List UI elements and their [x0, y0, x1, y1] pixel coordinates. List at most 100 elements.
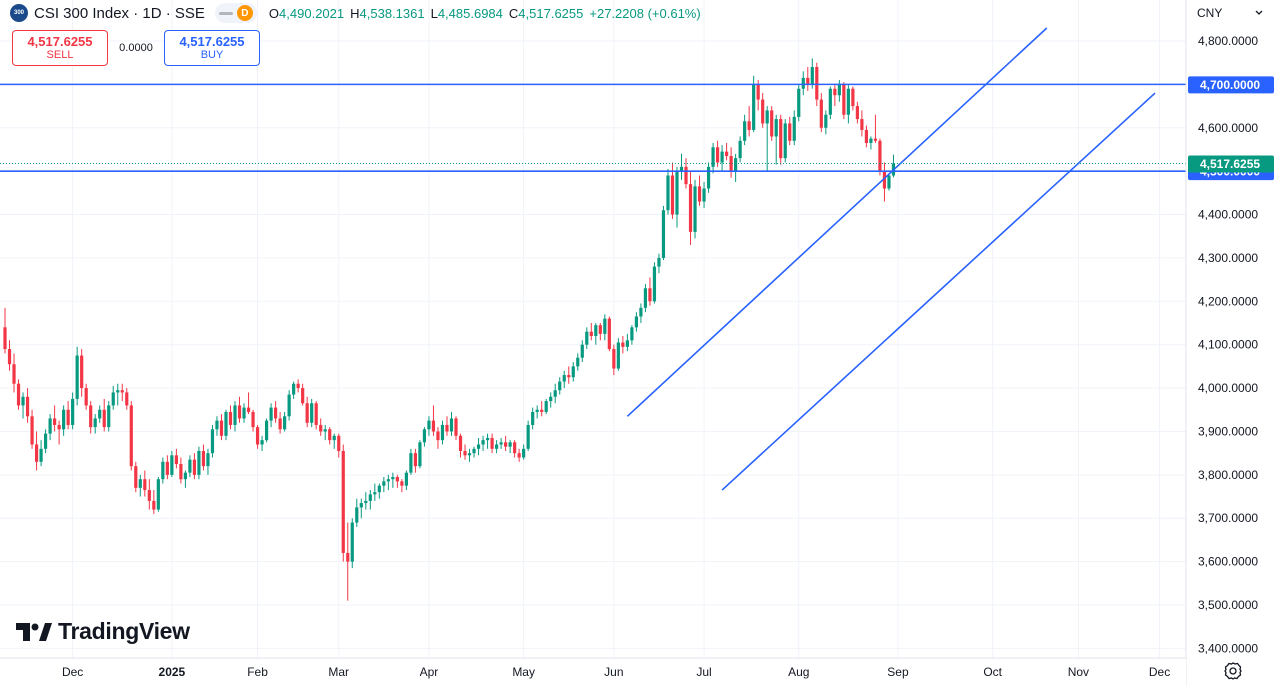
candle-body [111, 392, 115, 406]
candle-body [878, 140, 882, 172]
candle-body [242, 407, 246, 419]
interval-pill[interactable]: D [214, 3, 257, 23]
candle [147, 479, 151, 510]
candle-body [603, 318, 607, 334]
buy-button[interactable]: 4,517.6255 BUY [164, 30, 260, 66]
candle [12, 353, 16, 393]
candle [391, 472, 395, 488]
candle [305, 396, 309, 428]
delayed-badge[interactable]: D [236, 5, 253, 21]
candle [706, 162, 711, 193]
last-price-label: 4,517.6255 [1200, 157, 1260, 171]
candle-body [346, 552, 350, 562]
candle-body [783, 123, 787, 159]
price-tick-label: 4,800.0000 [1198, 34, 1258, 48]
grid-lines [0, 0, 1186, 658]
candle-body [494, 444, 499, 449]
candle-body [743, 121, 747, 141]
price-tick-label: 4,000.0000 [1198, 381, 1258, 395]
candle-body [657, 257, 661, 267]
horizontal-line-label-bg [1188, 76, 1274, 94]
candle-body [66, 409, 70, 425]
candle-body [84, 388, 88, 406]
candle [111, 385, 115, 410]
candle-body [869, 138, 873, 143]
candle [228, 405, 233, 430]
candle-body [684, 166, 688, 185]
candle [607, 316, 611, 352]
candle [62, 405, 66, 436]
candle [711, 142, 715, 174]
candle-body [364, 500, 368, 504]
candle-body [535, 409, 539, 412]
candle [458, 433, 463, 458]
candle-body [305, 403, 309, 423]
candle-body [472, 448, 476, 454]
candle-body [571, 366, 575, 378]
candle-body [409, 453, 413, 473]
candle [134, 461, 138, 493]
candle [612, 344, 616, 376]
candle-body [697, 186, 702, 202]
price-tick-label: 3,800.0000 [1198, 468, 1258, 482]
candle-body [427, 420, 431, 430]
candle [747, 106, 751, 137]
candle [251, 409, 255, 432]
candle-body [688, 184, 693, 232]
candle-body [341, 450, 345, 553]
candle [454, 416, 458, 441]
candle [485, 433, 490, 449]
candle-body [639, 307, 643, 317]
candle [508, 440, 512, 454]
candle [494, 440, 499, 454]
price-tick-label: 3,500.0000 [1198, 598, 1258, 612]
candle-body [585, 331, 589, 345]
candle-body [770, 110, 774, 137]
candle [278, 411, 282, 434]
candle-body [517, 453, 521, 458]
candle-body [522, 448, 526, 458]
symbol-logo[interactable]: 300 [10, 4, 28, 22]
candle [819, 93, 823, 133]
candle-body [801, 77, 805, 89]
candle-body [792, 116, 796, 141]
candle-body [675, 171, 679, 215]
sell-button[interactable]: 4,517.6255 SELL [12, 30, 108, 66]
candle-body [147, 490, 151, 501]
candle [589, 323, 593, 341]
candle [3, 307, 7, 354]
candle [274, 401, 278, 423]
candle-body [715, 147, 720, 163]
candle [693, 179, 697, 239]
tradingview-logo[interactable]: TradingView [16, 618, 190, 645]
candle-body [706, 166, 711, 189]
candle [48, 414, 52, 441]
candle [328, 427, 332, 445]
candle-body [12, 364, 16, 384]
candle-body [39, 448, 43, 462]
candle-body [75, 355, 79, 399]
candle [355, 498, 359, 527]
candle-body [3, 327, 7, 350]
candle [842, 82, 846, 120]
currency-selector[interactable]: CNY [1189, 2, 1271, 24]
candle [855, 101, 859, 124]
candle [688, 171, 693, 245]
candle [761, 93, 765, 128]
candle [544, 398, 548, 415]
candle-body [373, 492, 377, 495]
candle-body [513, 442, 517, 454]
candle [395, 474, 399, 488]
candle-body [864, 129, 869, 143]
candle-body [508, 442, 512, 447]
candle-body [98, 409, 102, 419]
settings-gear-icon[interactable] [1222, 660, 1244, 682]
candle-body [499, 442, 503, 445]
candle-body [846, 88, 850, 115]
candle-body [594, 325, 598, 337]
time-tick-label: May [512, 665, 535, 679]
candle-body [251, 411, 255, 428]
candle [603, 314, 607, 341]
symbol-title[interactable]: CSI 300 Index · 1D · SSE [34, 4, 205, 22]
